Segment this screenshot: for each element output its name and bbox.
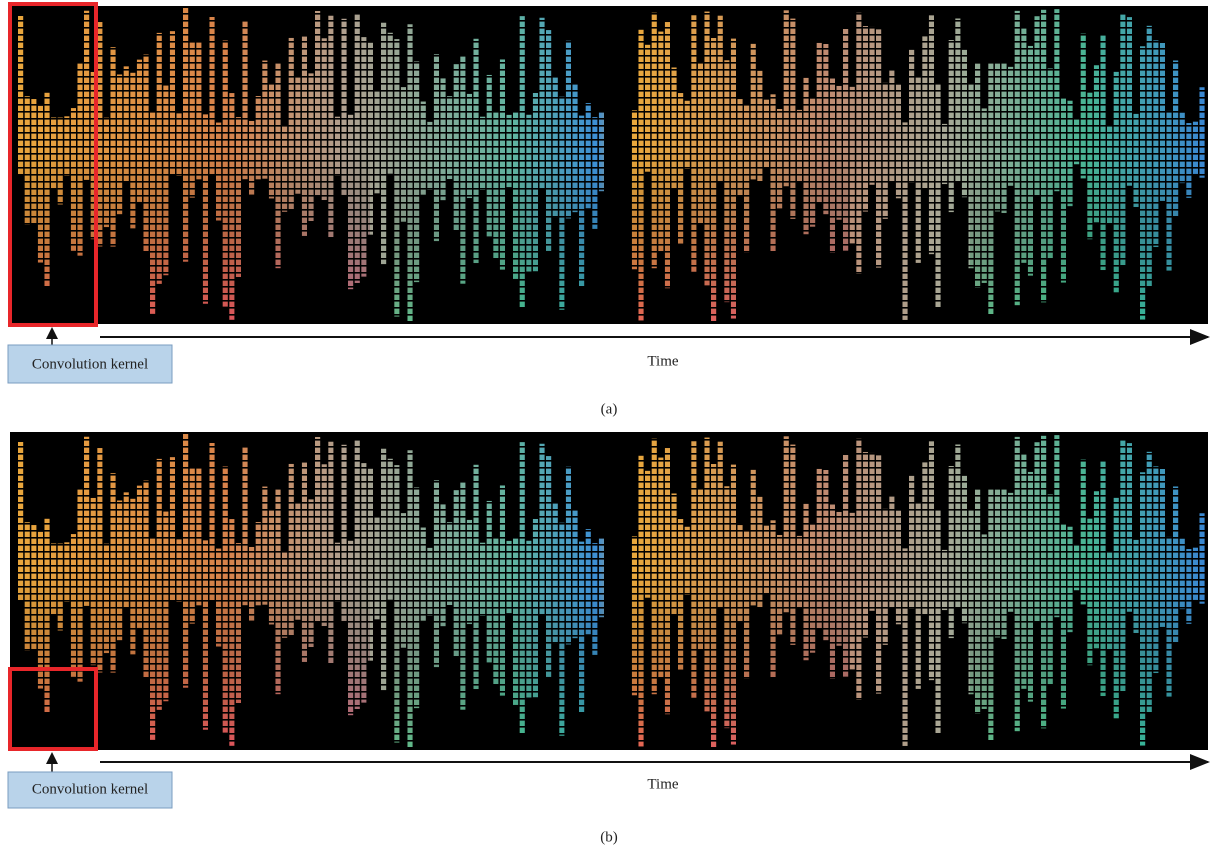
feature-columns xyxy=(10,432,1208,750)
kernel-label: Convolution kernel xyxy=(32,781,148,797)
kernel-label-box xyxy=(7,771,173,809)
axis-label: Time xyxy=(647,353,678,369)
feature-columns xyxy=(10,6,1208,324)
caption: (a) xyxy=(601,401,618,417)
spectrogram-panel xyxy=(10,6,1208,324)
spectrogram-panel xyxy=(10,432,1208,750)
kernel-box xyxy=(8,667,98,751)
axis-label: Time xyxy=(647,776,678,792)
kernel-label: Convolution kernel xyxy=(32,356,148,372)
kernel-label-box xyxy=(7,344,173,384)
kernel-box xyxy=(8,2,98,327)
caption: (b) xyxy=(600,829,618,845)
